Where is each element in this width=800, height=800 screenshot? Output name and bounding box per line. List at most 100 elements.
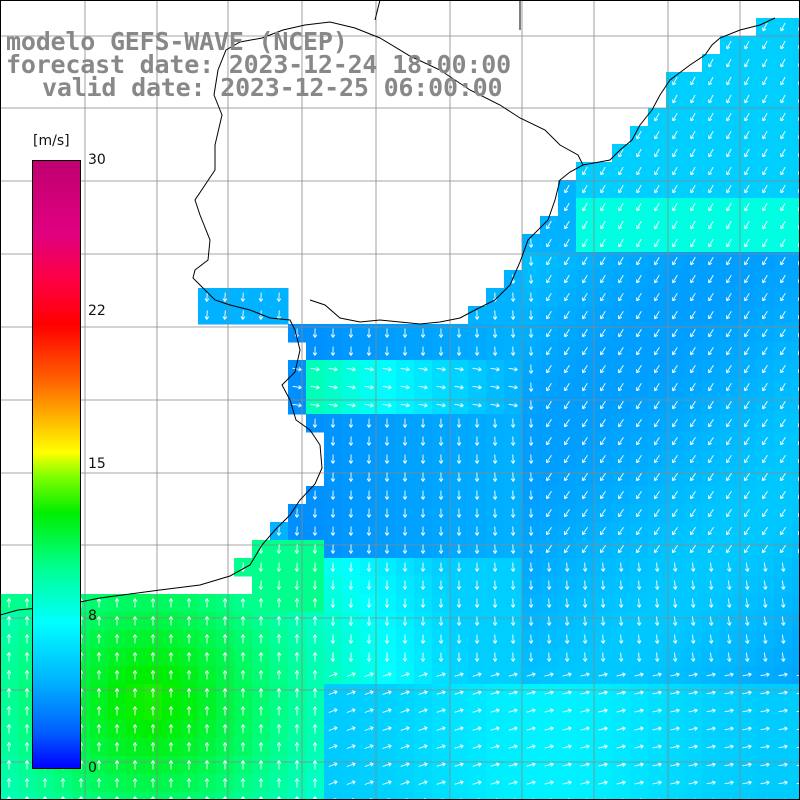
wind-arrow <box>636 473 642 482</box>
wind-arrow <box>240 652 246 662</box>
wind-arrow <box>492 490 498 500</box>
wind-arrow <box>564 202 570 212</box>
wind-arrow <box>778 690 788 695</box>
wind-arrow <box>204 634 210 644</box>
wind-arrow <box>382 708 392 713</box>
wind-arrow <box>690 202 696 212</box>
wind-cell <box>792 450 800 469</box>
wind-arrow <box>796 710 800 713</box>
wind-arrow <box>96 634 102 644</box>
wind-arrow <box>582 598 588 608</box>
coastline-north <box>582 17 776 166</box>
wind-cell <box>792 576 800 595</box>
wind-arrow <box>706 762 716 767</box>
wind-arrow <box>598 744 608 749</box>
wind-arrow <box>726 40 732 50</box>
wind-arrow <box>402 634 408 644</box>
wind-arrow <box>744 616 750 626</box>
wind-arrow <box>690 346 696 356</box>
wind-cell <box>792 378 800 397</box>
wind-arrow <box>546 509 552 518</box>
wind-arrow <box>24 724 30 734</box>
wind-arrow <box>780 509 786 518</box>
wind-arrow <box>454 367 464 372</box>
wind-arrow <box>508 690 518 695</box>
wind-arrow <box>528 436 534 446</box>
wind-arrow <box>546 292 552 302</box>
wind-arrow <box>690 112 696 122</box>
wind-arrow <box>780 40 786 50</box>
wind-arrow <box>582 292 588 302</box>
wind-arrow <box>634 708 644 713</box>
wind-cell <box>792 648 800 667</box>
wind-arrow <box>689 545 696 554</box>
wind-arrow <box>348 418 354 428</box>
wind-arrow <box>726 382 732 392</box>
wind-arrow <box>402 598 408 608</box>
wind-arrow <box>762 40 768 50</box>
wind-arrow <box>474 346 480 356</box>
wind-arrow <box>384 436 390 446</box>
wind-arrow <box>762 130 768 140</box>
wind-arrow <box>240 598 246 608</box>
wind-arrow <box>778 780 788 785</box>
wind-arrow <box>222 706 228 716</box>
wind-arrow <box>706 744 716 749</box>
wind-arrow <box>690 238 696 248</box>
wind-arrow <box>744 491 750 500</box>
wind-arrow <box>778 708 788 713</box>
wind-arrow <box>114 688 120 698</box>
wind-arrow <box>760 762 770 767</box>
wind-arrow <box>418 367 428 372</box>
wind-arrow <box>312 598 318 608</box>
wind-arrow <box>742 690 752 695</box>
wind-arrow <box>672 274 678 284</box>
wind-arrow <box>654 130 660 140</box>
wind-arrow <box>672 112 678 122</box>
wind-arrow <box>312 670 318 680</box>
wind-arrow <box>672 148 678 158</box>
wind-cell <box>792 126 800 145</box>
wind-cell <box>792 108 800 127</box>
wind-arrow <box>400 726 410 731</box>
wind-arrow <box>598 708 608 713</box>
wind-cell <box>792 684 800 703</box>
wind-arrow <box>672 364 678 374</box>
wind-arrow <box>492 454 498 464</box>
wind-arrow <box>436 367 446 372</box>
wind-arrow <box>780 292 786 302</box>
wind-arrow <box>276 526 282 536</box>
wind-arrow <box>276 778 282 788</box>
wind-arrow <box>618 634 624 644</box>
wind-cell <box>72 792 91 800</box>
wind-arrow <box>6 706 12 716</box>
wind-arrow <box>763 616 768 626</box>
wind-arrow <box>744 130 750 140</box>
wind-arrow <box>726 184 732 194</box>
wind-arrow <box>474 562 480 572</box>
wind-arrow <box>240 688 246 698</box>
wind-arrow <box>438 544 444 554</box>
wind-arrow <box>762 328 768 338</box>
wind-arrow <box>562 690 572 695</box>
wind-arrow <box>600 418 606 428</box>
wind-arrow <box>456 580 462 590</box>
wind-arrow <box>564 436 570 446</box>
wind-arrow <box>618 400 624 410</box>
wind-arrow <box>761 545 768 554</box>
wind-arrow <box>708 274 714 284</box>
wind-arrow <box>600 166 606 176</box>
wind-arrow <box>636 455 642 464</box>
wind-arrow <box>780 184 786 194</box>
wind-arrow <box>618 455 624 464</box>
wind-arrow <box>438 436 444 446</box>
wind-arrow <box>562 672 572 677</box>
wind-arrow <box>672 130 678 140</box>
wind-arrow <box>258 292 264 302</box>
wind-arrow <box>582 473 588 482</box>
wind-arrow <box>690 509 696 518</box>
wind-arrow <box>564 598 570 608</box>
wind-arrow <box>24 706 30 716</box>
wind-arrow <box>708 148 714 158</box>
wind-arrow <box>312 688 318 698</box>
